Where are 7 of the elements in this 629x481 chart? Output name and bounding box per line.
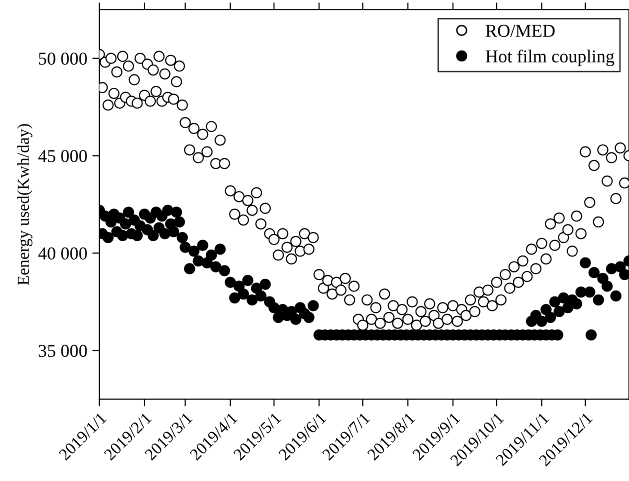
y-tick-label: 50 000 <box>38 52 87 65</box>
y-tick-label: 40 000 <box>38 247 87 260</box>
y-tick-label: 35 000 <box>38 344 87 357</box>
y-tick-label: 45 000 <box>38 150 87 162</box>
y-axis-title: Eenergy used(Kwh/day) <box>17 124 32 286</box>
legend-label: Hot film coupling <box>486 50 614 66</box>
legend-label: RO/MED <box>486 24 555 37</box>
